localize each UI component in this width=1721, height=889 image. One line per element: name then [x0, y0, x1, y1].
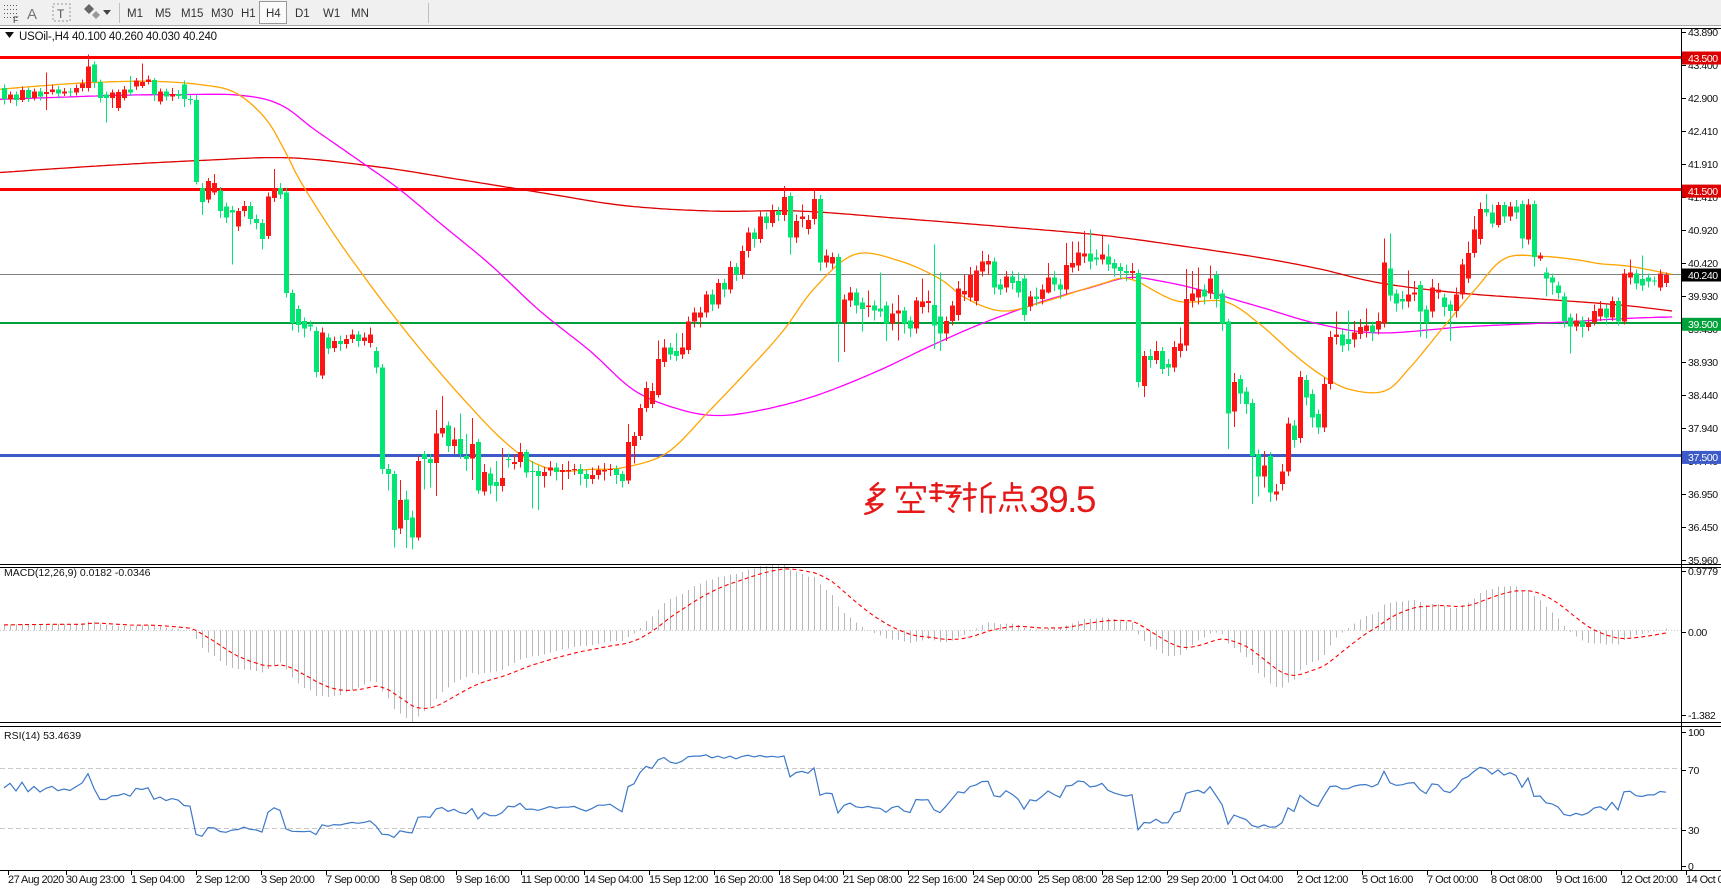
svg-text:9 Oct 16:00: 9 Oct 16:00	[1556, 874, 1607, 886]
svg-text:24 Sep 00:00: 24 Sep 00:00	[973, 874, 1032, 886]
svg-text:39.500: 39.500	[1688, 319, 1718, 331]
svg-text:40.420: 40.420	[1688, 258, 1718, 270]
svg-text:42.900: 42.900	[1688, 93, 1718, 105]
svg-text:0: 0	[1688, 861, 1694, 873]
svg-text:37.500: 37.500	[1688, 452, 1718, 464]
svg-text:30: 30	[1688, 825, 1699, 837]
svg-text:H1: H1	[241, 8, 256, 20]
svg-text:36.450: 36.450	[1688, 522, 1718, 534]
svg-text:0.9779: 0.9779	[1688, 566, 1718, 578]
svg-text:38.440: 38.440	[1688, 390, 1718, 402]
svg-text:11 Sep 00:00: 11 Sep 00:00	[521, 874, 579, 886]
svg-text:USOil-,H4 40.100 40.260 40.03: USOil-,H4 40.100 40.260 40.030 40.240	[19, 31, 217, 43]
svg-text:M5: M5	[155, 8, 171, 20]
svg-text:21 Sep 08:00: 21 Sep 08:00	[843, 874, 902, 886]
svg-text:27 Aug 2020: 27 Aug 2020	[8, 874, 64, 886]
svg-text:41.910: 41.910	[1688, 159, 1718, 171]
svg-text:5 Oct 16:00: 5 Oct 16:00	[1362, 874, 1413, 886]
svg-text:2 Sep 12:00: 2 Sep 12:00	[196, 874, 250, 886]
svg-text:37.940: 37.940	[1688, 423, 1718, 435]
svg-text:H4: H4	[266, 8, 281, 20]
svg-text:2 Oct 12:00: 2 Oct 12:00	[1297, 874, 1348, 886]
svg-text:A: A	[27, 6, 37, 23]
svg-text:29 Sep 20:00: 29 Sep 20:00	[1167, 874, 1226, 886]
svg-text:22 Sep 16:00: 22 Sep 16:00	[908, 874, 967, 886]
svg-text:MACD(12,26,9) 0.0182 -0.0346: MACD(12,26,9) 0.0182 -0.0346	[4, 567, 151, 579]
svg-text:D1: D1	[295, 8, 310, 20]
svg-text:18 Sep 04:00: 18 Sep 04:00	[779, 874, 838, 886]
svg-text:40.920: 40.920	[1688, 225, 1718, 237]
svg-text:7 Sep 00:00: 7 Sep 00:00	[326, 874, 380, 886]
svg-text:MN: MN	[351, 8, 369, 20]
svg-text:30 Aug 23:00: 30 Aug 23:00	[66, 874, 125, 886]
svg-text:8 Oct 08:00: 8 Oct 08:00	[1491, 874, 1542, 886]
svg-text:T: T	[57, 7, 65, 21]
svg-text:39.930: 39.930	[1688, 291, 1718, 303]
svg-text:9 Sep 16:00: 9 Sep 16:00	[456, 874, 510, 886]
svg-text:38.930: 38.930	[1688, 357, 1718, 369]
svg-text:3 Sep 20:00: 3 Sep 20:00	[261, 874, 315, 886]
svg-text:25 Sep 08:00: 25 Sep 08:00	[1038, 874, 1097, 886]
svg-text:M30: M30	[211, 8, 233, 20]
svg-text:M15: M15	[181, 8, 203, 20]
svg-text:8 Sep 08:00: 8 Sep 08:00	[391, 874, 445, 886]
svg-text:35.960: 35.960	[1688, 555, 1718, 567]
svg-text:14 Sep 04:00: 14 Sep 04:00	[584, 874, 643, 886]
svg-text:1 Sep 04:00: 1 Sep 04:00	[131, 874, 185, 886]
svg-text:RSI(14) 53.4639: RSI(14) 53.4639	[4, 730, 81, 742]
svg-text:100: 100	[1688, 727, 1705, 739]
svg-text:70: 70	[1688, 765, 1699, 777]
svg-text:42.410: 42.410	[1688, 126, 1718, 138]
svg-text:40.240: 40.240	[1688, 270, 1718, 282]
svg-text:39.5: 39.5	[1029, 479, 1096, 520]
svg-text:1 Oct 04:00: 1 Oct 04:00	[1232, 874, 1283, 886]
svg-text:M1: M1	[127, 8, 143, 20]
svg-text:28 Sep 12:00: 28 Sep 12:00	[1102, 874, 1161, 886]
svg-text:15 Sep 12:00: 15 Sep 12:00	[649, 874, 708, 886]
svg-text:7 Oct 00:00: 7 Oct 00:00	[1427, 874, 1478, 886]
svg-text:43.890: 43.890	[1688, 27, 1718, 39]
svg-text:F: F	[13, 15, 19, 25]
svg-text:14 Oct 00:00: 14 Oct 00:00	[1686, 874, 1721, 886]
svg-text:41.500: 41.500	[1688, 186, 1718, 198]
svg-text:W1: W1	[323, 8, 340, 20]
svg-text:12 Oct 20:00: 12 Oct 20:00	[1621, 874, 1678, 886]
svg-text:-1.382: -1.382	[1688, 710, 1716, 722]
svg-text:43.500: 43.500	[1688, 53, 1718, 65]
svg-text:36.950: 36.950	[1688, 489, 1718, 501]
svg-text:16 Sep 20:00: 16 Sep 20:00	[714, 874, 773, 886]
svg-text:0.00: 0.00	[1688, 627, 1707, 639]
